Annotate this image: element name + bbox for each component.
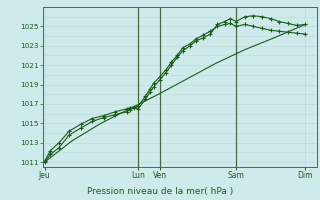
Text: Pression niveau de la mer( hPa ): Pression niveau de la mer( hPa ) [87, 187, 233, 196]
